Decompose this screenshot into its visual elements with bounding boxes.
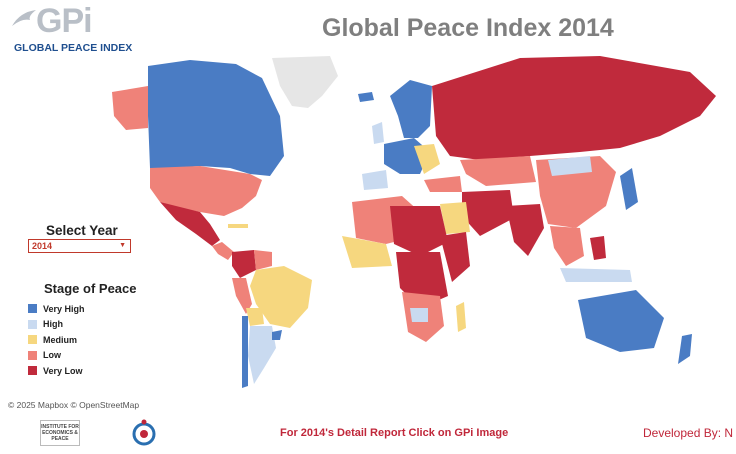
region-turkey[interactable] xyxy=(424,176,462,192)
region-usa[interactable] xyxy=(150,166,262,216)
map-attribution[interactable]: © 2025 Mapbox © OpenStreetMap xyxy=(8,400,140,410)
region-new-zealand[interactable] xyxy=(678,334,692,364)
region-greenland[interactable] xyxy=(272,56,338,108)
region-bolivia[interactable] xyxy=(246,308,264,326)
region-saudi-arabia[interactable] xyxy=(440,202,470,234)
gpi-logo[interactable]: GPi GLOBAL PEACE INDEX xyxy=(10,2,133,54)
region-central-america[interactable] xyxy=(212,242,234,260)
region-east-africa[interactable] xyxy=(440,232,470,282)
legend-item-high[interactable]: High xyxy=(28,317,137,332)
select-year-label: Select Year xyxy=(46,223,118,238)
iep-logo[interactable]: INSTITUTE FOR ECONOMICS & PEACE xyxy=(40,420,80,446)
region-japan[interactable] xyxy=(620,168,638,210)
region-botswana[interactable] xyxy=(410,308,428,322)
legend-swatch xyxy=(28,366,37,375)
region-indonesia[interactable] xyxy=(560,268,632,282)
region-eastern-europe[interactable] xyxy=(414,144,440,174)
vision-of-humanity-icon[interactable] xyxy=(130,418,158,448)
legend-item-low[interactable]: Low xyxy=(28,348,137,363)
legend-swatch xyxy=(28,350,37,360)
region-iceland[interactable] xyxy=(358,92,374,102)
year-select-value: 2014 xyxy=(32,241,53,251)
region-sahel[interactable] xyxy=(390,206,448,256)
region-argentina[interactable] xyxy=(248,326,276,384)
region-philippines[interactable] xyxy=(590,236,606,260)
region-brazil[interactable] xyxy=(250,266,312,328)
region-scandinavia[interactable] xyxy=(390,80,432,138)
region-australia[interactable] xyxy=(578,290,664,352)
region-india[interactable] xyxy=(506,204,544,256)
logo-text: GPi xyxy=(36,2,93,40)
logo-subtitle: GLOBAL PEACE INDEX xyxy=(14,42,133,54)
region-cuba[interactable] xyxy=(228,224,248,228)
legend-swatch xyxy=(28,335,37,344)
region-uruguay[interactable] xyxy=(272,330,282,340)
region-kazakhstan[interactable] xyxy=(460,156,536,186)
legend-item-medium[interactable]: Medium xyxy=(28,332,137,347)
region-canada[interactable] xyxy=(148,60,284,176)
region-middle-east[interactable] xyxy=(462,190,514,236)
legend-label: High xyxy=(43,319,63,329)
region-chile[interactable] xyxy=(242,316,248,388)
chevron-down-icon[interactable]: ▼ xyxy=(119,242,126,249)
legend-item-very-low[interactable]: Very Low xyxy=(28,363,137,378)
dove-icon xyxy=(12,10,36,26)
developed-by: Developed By: N xyxy=(643,426,734,440)
legend-label: Low xyxy=(43,350,61,360)
region-mongolia[interactable] xyxy=(548,156,592,176)
region-alaska[interactable] xyxy=(112,86,148,130)
region-spain[interactable] xyxy=(362,170,388,190)
report-link[interactable]: For 2014's Detail Report Click on GPi Im… xyxy=(280,427,509,439)
legend-title: Stage of Peace xyxy=(44,281,137,296)
legend-swatch xyxy=(28,304,37,313)
legend: Stage of Peace Very High High Medium Low… xyxy=(28,281,137,379)
page-title: Global Peace Index 2014 xyxy=(322,14,614,42)
region-russia[interactable] xyxy=(432,56,716,160)
region-peru[interactable] xyxy=(232,278,252,314)
legend-item-very-high[interactable]: Very High xyxy=(28,301,137,316)
region-venezuela[interactable] xyxy=(254,250,272,270)
legend-label: Medium xyxy=(43,334,78,345)
region-madagascar[interactable] xyxy=(456,302,466,332)
world-map[interactable] xyxy=(0,56,736,396)
legend-label: Very Low xyxy=(43,365,83,376)
legend-swatch xyxy=(28,319,37,329)
region-colombia[interactable] xyxy=(232,250,256,278)
legend-label: Very High xyxy=(43,303,85,314)
region-mexico[interactable] xyxy=(160,202,220,246)
region-southeast-asia[interactable] xyxy=(550,226,584,266)
region-west-africa[interactable] xyxy=(342,236,392,268)
region-uk[interactable] xyxy=(372,122,384,144)
year-select[interactable]: 2014 ▼ xyxy=(28,239,131,253)
